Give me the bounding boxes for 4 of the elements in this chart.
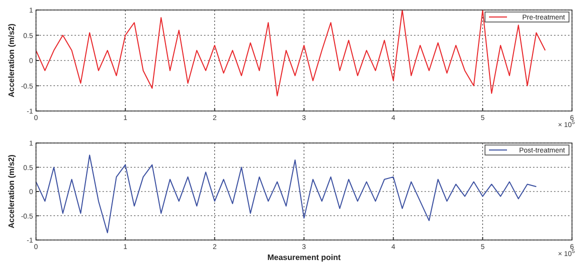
- y-axis-title: Acceleration (m/s2): [7, 154, 16, 228]
- line-series: [36, 154, 537, 234]
- x-axis-title: Measurement point: [267, 253, 342, 262]
- y-axis-title: Acceleration (m/s2): [7, 23, 16, 98]
